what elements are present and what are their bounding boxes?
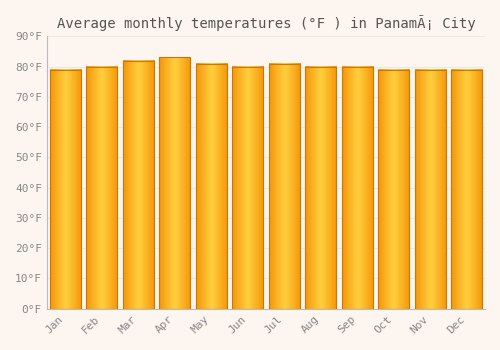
Bar: [451, 70, 482, 309]
Bar: [159, 57, 190, 309]
Bar: [50, 70, 80, 309]
Bar: [122, 61, 154, 309]
Bar: [305, 66, 336, 309]
Bar: [342, 66, 372, 309]
Bar: [378, 70, 409, 309]
Bar: [414, 70, 446, 309]
Bar: [268, 64, 300, 309]
Bar: [86, 66, 117, 309]
Bar: [232, 66, 263, 309]
Title: Average monthly temperatures (°F ) in PanamÃ¡ City: Average monthly temperatures (°F ) in Pa…: [56, 15, 476, 31]
Bar: [196, 64, 226, 309]
